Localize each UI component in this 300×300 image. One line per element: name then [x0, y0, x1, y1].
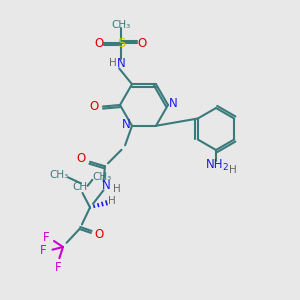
Text: O: O	[89, 100, 98, 113]
Text: N: N	[169, 97, 178, 110]
Text: N: N	[102, 179, 111, 192]
Text: H: H	[109, 58, 116, 68]
Text: F: F	[40, 244, 47, 257]
Text: O: O	[76, 152, 85, 165]
Text: CH₃: CH₃	[50, 170, 69, 180]
Text: 2: 2	[222, 163, 228, 172]
Text: O: O	[94, 228, 103, 241]
Text: H: H	[108, 196, 116, 206]
Text: O: O	[95, 37, 104, 50]
Text: H: H	[113, 184, 121, 194]
Text: N: N	[122, 118, 131, 131]
Text: O: O	[138, 37, 147, 50]
Text: S: S	[117, 37, 125, 50]
Text: CH₃: CH₃	[92, 172, 112, 182]
Text: CH: CH	[72, 182, 87, 192]
Text: F: F	[43, 231, 49, 244]
Text: F: F	[55, 262, 62, 275]
Text: NH: NH	[206, 158, 223, 172]
Text: CH₃: CH₃	[111, 20, 130, 30]
Text: N: N	[116, 57, 125, 70]
Text: H: H	[229, 165, 236, 175]
